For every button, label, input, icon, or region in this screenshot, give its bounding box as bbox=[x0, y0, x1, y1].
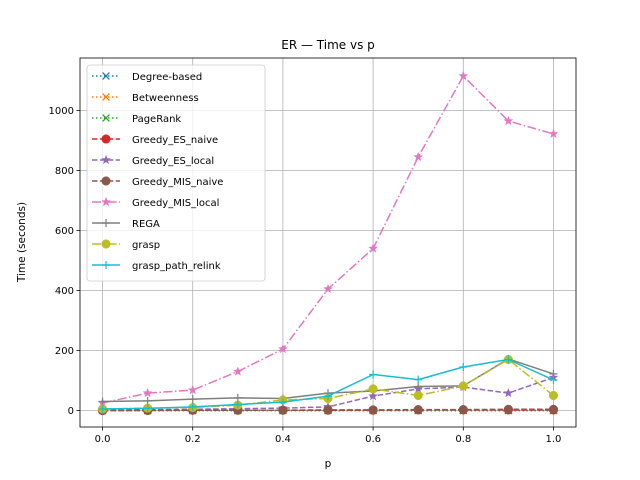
data-point-grasp-path-relink bbox=[549, 375, 558, 384]
data-point-greedy-mis-naive bbox=[278, 405, 288, 415]
data-point-greedy-mis-naive bbox=[458, 405, 468, 415]
legend-marker-pagerank bbox=[102, 114, 110, 122]
series-grasp-path-relink bbox=[98, 355, 558, 413]
data-point-grasp bbox=[548, 390, 559, 401]
legend-marker-grasp-path-relink bbox=[102, 261, 110, 269]
legend-label-degree-based: Degree-based bbox=[132, 72, 202, 83]
x-tick-label: 0.4 bbox=[275, 434, 291, 445]
data-point-grasp-path-relink bbox=[143, 404, 152, 413]
y-tick-label: 200 bbox=[55, 346, 74, 357]
legend-marker-greedy-es-local bbox=[101, 154, 111, 165]
data-point-greedy-mis-local bbox=[503, 115, 514, 126]
data-point-greedy-mis-local bbox=[232, 366, 243, 376]
legend-item-grasp-path-relink: grasp_path_relink bbox=[92, 261, 221, 272]
data-point-grasp-path-relink bbox=[504, 355, 513, 364]
legend-item-betweenness: Betweenness bbox=[92, 93, 199, 104]
data-point-grasp bbox=[368, 384, 378, 394]
data-point-greedy-mis-naive bbox=[503, 404, 513, 414]
data-point-greedy-es-local bbox=[368, 390, 379, 401]
legend-label-grasp: grasp bbox=[132, 240, 160, 251]
data-point-greedy-mis-local bbox=[548, 128, 559, 139]
legend-marker-rega bbox=[102, 219, 110, 227]
legend-item-pagerank: PageRank bbox=[92, 114, 181, 125]
data-point-grasp-path-relink bbox=[98, 405, 107, 413]
legend-marker-greedy-mis-naive bbox=[101, 176, 111, 186]
x-tick-label: 1.0 bbox=[546, 434, 562, 445]
data-point-greedy-mis-local bbox=[142, 387, 153, 398]
data-point-greedy-es-local bbox=[503, 387, 514, 398]
legend-label-greedy-mis-local: Greedy_MIS_local bbox=[132, 198, 219, 209]
legend-marker-grasp bbox=[101, 239, 111, 249]
legend-item-greedy-mis-naive: Greedy_MIS_naive bbox=[92, 176, 223, 188]
data-point-grasp bbox=[413, 390, 423, 401]
y-tick-label: 600 bbox=[55, 226, 74, 237]
x-tick-label: 0.2 bbox=[185, 434, 201, 445]
x-tick-label: 0.8 bbox=[455, 434, 471, 445]
data-point-greedy-mis-local bbox=[187, 384, 198, 395]
legend-marker-greedy-es-naive bbox=[101, 134, 111, 144]
data-point-grasp bbox=[458, 381, 468, 391]
data-point-grasp-path-relink bbox=[324, 392, 332, 401]
legend-label-greedy-mis-naive: Greedy_MIS_naive bbox=[132, 177, 223, 188]
ticks: 0.0 0.2 0.4 0.6 0.8 1.0 0 200 400 600 800 1000 bbox=[49, 106, 562, 445]
plot-frame bbox=[79, 57, 577, 428]
data-point-rega bbox=[98, 397, 107, 406]
data-point-greedy-mis-naive bbox=[548, 404, 559, 414]
legend: Degree-based Betweenness PageRank Greedy_ES… bbox=[86, 64, 266, 282]
legend-label-greedy-es-naive: Greedy_ES_naive bbox=[132, 135, 218, 146]
legend-item-greedy-es-naive: Greedy_ES_naive bbox=[92, 134, 218, 146]
data-point-greedy-mis-local bbox=[368, 243, 379, 253]
legend-item-greedy-es-local: Greedy_ES_local bbox=[92, 154, 214, 167]
data-point-greedy-mis-naive bbox=[413, 405, 423, 415]
data-point-grasp-path-relink bbox=[414, 375, 423, 384]
legend-marker-degree-based bbox=[102, 72, 110, 80]
legend-label-pagerank: PageRank bbox=[132, 114, 181, 125]
y-tick-label: 400 bbox=[55, 286, 74, 297]
y-axis-label: Time (seconds) bbox=[16, 202, 28, 283]
legend-marker-greedy-mis-local bbox=[101, 196, 111, 207]
series-layer bbox=[97, 70, 559, 416]
data-point-rega bbox=[414, 382, 423, 391]
x-tick-label: 0.6 bbox=[365, 434, 381, 445]
data-point-greedy-mis-local bbox=[277, 343, 288, 354]
data-point-greedy-mis-local bbox=[323, 283, 333, 294]
legend-label-greedy-es-local: Greedy_ES_local bbox=[132, 156, 214, 167]
chart-title: ER — Time vs p bbox=[281, 38, 375, 52]
legend-item-degree-based: Degree-based bbox=[92, 72, 202, 83]
data-point-grasp-path-relink bbox=[278, 398, 287, 407]
legend-box bbox=[86, 64, 266, 282]
legend-label-betweenness: Betweenness bbox=[132, 93, 199, 104]
legend-item-rega: REGA bbox=[92, 219, 160, 230]
x-axis-label: p bbox=[325, 458, 332, 470]
data-point-greedy-mis-naive bbox=[368, 405, 378, 415]
legend-item-greedy-mis-local: Greedy_MIS_local bbox=[92, 196, 219, 209]
data-point-grasp-path-relink bbox=[188, 402, 197, 411]
legend-item-grasp: grasp bbox=[92, 239, 160, 251]
y-tick-label: 800 bbox=[55, 166, 74, 177]
data-point-grasp-path-relink bbox=[233, 400, 242, 409]
data-point-greedy-mis-local bbox=[458, 70, 469, 81]
data-point-greedy-mis-local bbox=[413, 151, 424, 162]
data-point-grasp-path-relink bbox=[369, 370, 378, 379]
y-tick-label: 0 bbox=[68, 406, 74, 417]
data-point-greedy-mis-naive bbox=[323, 405, 333, 415]
legend-marker-betweenness bbox=[102, 93, 110, 101]
legend-label-rega: REGA bbox=[132, 219, 160, 230]
data-point-rega bbox=[188, 395, 197, 404]
x-tick-label: 0.0 bbox=[95, 434, 111, 445]
legend-label-grasp-path-relink: grasp_path_relink bbox=[132, 261, 221, 272]
data-point-grasp-path-relink bbox=[459, 363, 468, 371]
y-tick-label: 1000 bbox=[49, 106, 74, 117]
